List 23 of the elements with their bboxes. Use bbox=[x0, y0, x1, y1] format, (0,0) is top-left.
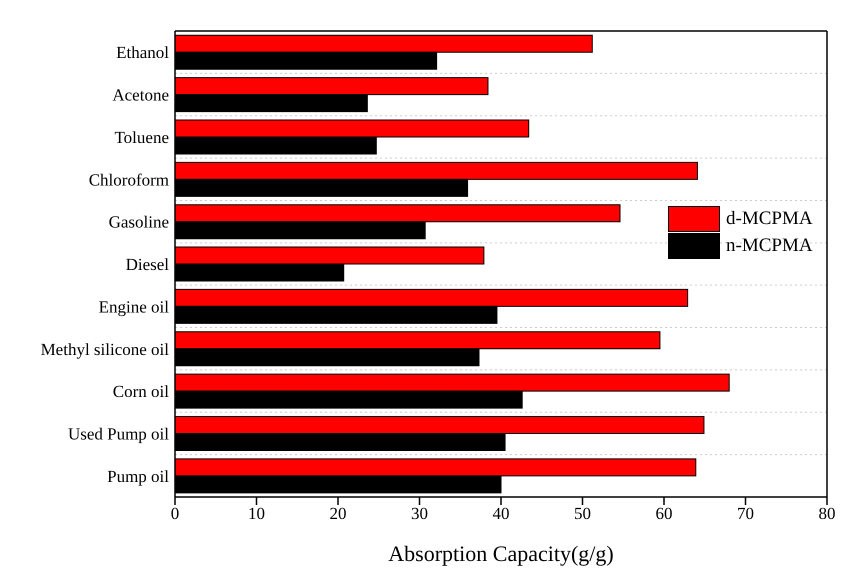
legend-label: n-MCPMA bbox=[726, 234, 813, 256]
x-tick-label: 80 bbox=[818, 504, 836, 524]
y-tick-label: Diesel bbox=[126, 255, 170, 274]
y-tick-label: Corn oil bbox=[112, 382, 170, 402]
y-tick-label: Engine oil bbox=[98, 297, 170, 316]
x-tick-label: 10 bbox=[248, 504, 265, 524]
x-tick-label: 0 bbox=[170, 504, 180, 524]
x-tick-label: 20 bbox=[330, 504, 346, 524]
x-tick-label: 60 bbox=[656, 504, 672, 524]
x-tick-label: 30 bbox=[411, 504, 428, 524]
y-tick-label: Pump oil bbox=[107, 466, 170, 486]
y-tick-label: Methyl silicone oil bbox=[40, 340, 170, 359]
y-tick-label: Acetone bbox=[112, 86, 169, 105]
y-tick-label: Ethanol bbox=[116, 43, 170, 62]
x-axis-title: Absorption Capacity(g/g) bbox=[388, 541, 614, 566]
legend-label: d-MCPMA bbox=[726, 208, 813, 230]
x-tick-label: 70 bbox=[737, 504, 754, 524]
y-tick-label: Toluene bbox=[114, 128, 169, 147]
y-tick-label: Chloroform bbox=[88, 170, 169, 190]
y-tick-label: Used Pump oil bbox=[68, 424, 170, 444]
y-tick-label: Gasoline bbox=[108, 212, 169, 232]
x-tick-label: 50 bbox=[574, 504, 591, 524]
x-tick-label: 40 bbox=[492, 504, 510, 524]
